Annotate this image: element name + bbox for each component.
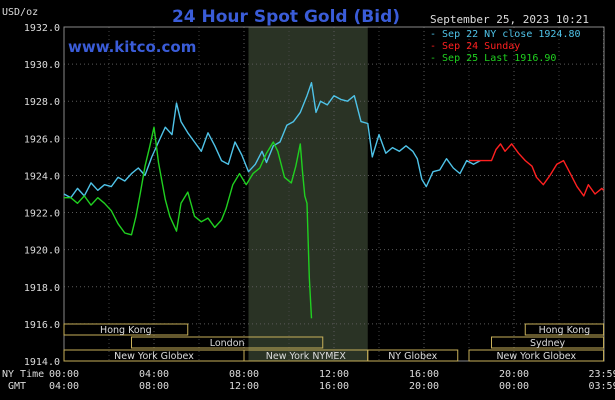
x-tick-label-gmt: 00:00 — [499, 381, 529, 392]
series-lines — [63, 81, 605, 319]
market-sessions: Hong Kong London New York Globex New York N… — [63, 323, 605, 362]
session-label: London — [210, 338, 245, 349]
x-tick-label-ny: 20:00 — [499, 369, 529, 380]
session-box — [468, 349, 605, 362]
nymex-session-highlight — [248, 27, 368, 361]
unit-label: USD/oz — [2, 7, 38, 18]
legend-entry: - Sep 24 Sunday — [430, 41, 520, 52]
row-label-ny-time: NY Time — [2, 369, 44, 380]
legend-entry: - Sep 25 Last 1916.90 — [430, 53, 556, 64]
session-label: Hong Kong — [100, 325, 152, 336]
session-box — [524, 323, 605, 336]
session-box — [491, 336, 605, 349]
session-box — [367, 349, 459, 362]
chart-title: 24 Hour Spot Gold (Bid) — [172, 7, 400, 27]
y-tick-label: 1916.0 — [24, 320, 60, 331]
x-tick-label-gmt: 04:00 — [49, 381, 79, 392]
x-tick-label-gmt: 20:00 — [409, 381, 439, 392]
session-box — [63, 323, 189, 336]
x-tick-label-gmt: 08:00 — [139, 381, 169, 392]
legend: - Sep 22 NY close 1924.80- Sep 24 Sunday… — [430, 29, 581, 64]
y-tick-label: 1928.0 — [24, 97, 60, 108]
x-tick-label-ny: 12:00 — [319, 369, 349, 380]
legend-entry: - Sep 22 NY close 1924.80 — [430, 29, 581, 40]
session-box — [131, 336, 324, 349]
y-axis: 1932.0 1930.0 1928.0 1926.0 1924.0 1922.0 1920… — [24, 23, 60, 368]
watermark: www.kitco.com — [68, 38, 196, 56]
x-axis: 00:0004:0004:0008:0008:0012:0012:0016:00… — [49, 369, 615, 392]
y-tick-label: 1914.0 — [24, 357, 60, 368]
x-tick-label-ny: 16:00 — [409, 369, 439, 380]
y-tick-label: 1920.0 — [24, 246, 60, 257]
series-line — [64, 126, 313, 319]
x-tick-label-gmt: 03:59 — [588, 381, 615, 392]
x-tick-label-ny: 04:00 — [139, 369, 169, 380]
x-tick-label-ny: 23:59 — [588, 369, 615, 380]
y-tick-label: 1918.0 — [24, 283, 60, 294]
session-label: New York NYMEX — [266, 351, 347, 362]
x-tick-label-gmt: 12:00 — [229, 381, 259, 392]
session-label: NY Globex — [388, 351, 437, 362]
timestamp: September 25, 2023 10:21 — [430, 13, 589, 26]
y-tick-label: 1930.0 — [24, 60, 60, 71]
session-label: Hong Kong — [539, 325, 591, 336]
x-tick-label-gmt: 16:00 — [319, 381, 349, 392]
session-label: New York Globex — [496, 351, 576, 362]
y-tick-label: 1932.0 — [24, 23, 60, 34]
series-line — [469, 143, 605, 197]
row-label-gmt: GMT — [8, 381, 26, 392]
y-tick-label: 1926.0 — [24, 134, 60, 145]
x-tick-label-ny: 08:00 — [229, 369, 259, 380]
x-tick-label-ny: 00:00 — [49, 369, 79, 380]
series-line — [63, 81, 481, 199]
session-label: Sydney — [530, 338, 566, 349]
session-label: New York Globex — [114, 351, 194, 362]
y-tick-label: 1922.0 — [24, 209, 60, 220]
y-tick-label: 1924.0 — [24, 171, 60, 182]
